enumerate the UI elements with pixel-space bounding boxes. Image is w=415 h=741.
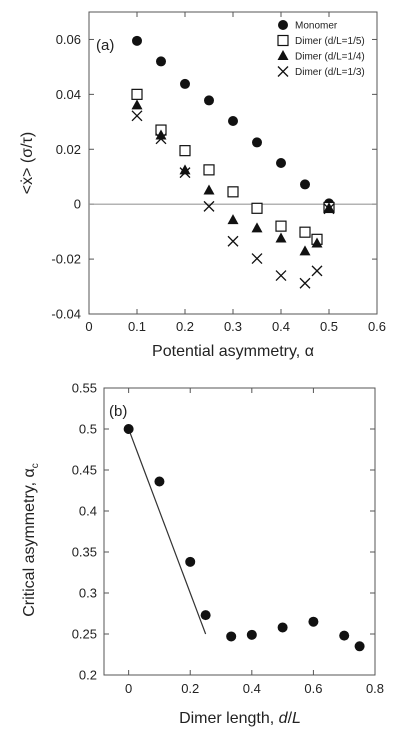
- plot-frame: [103, 387, 376, 676]
- data-point: [300, 179, 310, 190]
- y-axis-label: <ẋ> (σ/τ): [19, 132, 36, 194]
- y-tick-label: 0.55: [72, 381, 97, 396]
- data-point: [275, 270, 287, 282]
- x-axis-label-slash: /: [288, 710, 293, 727]
- y-tick-label: 0.4: [79, 504, 97, 519]
- data-point: [308, 616, 319, 627]
- legend-marker: [277, 66, 289, 77]
- data-point: [156, 56, 166, 67]
- x-tick-label: 0.5: [320, 319, 338, 334]
- x-tick-label: 0.8: [366, 681, 384, 696]
- data-point: [154, 476, 165, 487]
- panel-a: (a) Potential asymmetry, α <ẋ> (σ/τ) 0 0.…: [19, 11, 386, 360]
- x-tick-label: 0.4: [272, 319, 290, 334]
- data-point: [132, 35, 142, 46]
- data-point: [339, 630, 350, 641]
- x-tick-label: 0.2: [176, 319, 194, 334]
- legend: Monomer Dimer (d/L=1/5) Dimer (d/L=1/4) Dim…: [277, 20, 365, 78]
- x-axis-label-italic: d: [279, 710, 289, 727]
- y-tick-label: 0.2: [79, 668, 97, 683]
- data-point: [354, 641, 365, 652]
- x-tick-label: 0.1: [128, 319, 146, 334]
- data-point: [311, 237, 323, 248]
- panel-b: (b) Dimer length, d/L Critical asymmetry…: [21, 381, 384, 728]
- legend-marker: [277, 50, 289, 60]
- data-point: [226, 631, 237, 642]
- y-tick-label: 0: [74, 197, 81, 212]
- x-tick-label: 0: [85, 319, 92, 334]
- legend-marker: [278, 20, 288, 30]
- legend-entry: Dimer (d/L=1/3): [295, 67, 365, 78]
- data-point: [155, 129, 167, 140]
- y-tick-label: 0.06: [56, 32, 81, 47]
- data-point: [204, 95, 214, 106]
- y-axis-label-text: Critical asymmetry, α: [21, 468, 38, 617]
- data-point: [131, 99, 143, 110]
- data-point: [275, 232, 287, 243]
- data-point: [323, 203, 335, 215]
- data-point: [203, 164, 215, 176]
- legend-marker: [277, 34, 289, 47]
- x-axis-label: Potential asymmetry, α: [152, 343, 314, 360]
- x-axis-label-italic: L: [292, 710, 301, 727]
- data-point: [200, 610, 211, 621]
- y-tick-label: 0.04: [56, 87, 81, 102]
- x-axis-label-text: Dimer length,: [179, 710, 279, 727]
- y-tick-label: 0.25: [72, 627, 97, 642]
- data-point: [251, 222, 263, 233]
- x-tick-label: 0.6: [304, 681, 322, 696]
- data-point: [155, 133, 167, 145]
- data-point: [227, 235, 239, 247]
- data-point: [276, 158, 286, 168]
- x-tick-label: 0: [125, 681, 132, 696]
- x-tick-label: 0.3: [224, 319, 242, 334]
- data-point: [131, 88, 143, 100]
- data-point: [251, 253, 263, 265]
- y-tick-label: 0.3: [79, 586, 97, 601]
- data-point: [131, 110, 143, 122]
- y-axis-label: Critical asymmetry, αc: [21, 463, 41, 617]
- data-point: [228, 115, 238, 126]
- x-tick-label: 0.4: [243, 681, 261, 696]
- data-point: [179, 167, 191, 179]
- data-point: [203, 184, 215, 195]
- data-point: [323, 202, 335, 213]
- legend-entry: Monomer: [295, 21, 338, 32]
- y-tick-label: -0.02: [51, 252, 81, 267]
- data-point: [299, 245, 311, 256]
- y-tick-label: 0.45: [72, 463, 97, 478]
- data-point: [277, 622, 288, 633]
- fit-line: [128, 428, 207, 635]
- data-point: [275, 220, 287, 232]
- data-point: [299, 277, 311, 289]
- data-point: [246, 629, 257, 640]
- data-point: [252, 137, 262, 148]
- y-tick-label: -0.04: [51, 307, 81, 322]
- data-point: [180, 78, 190, 89]
- x-tick-label: 0.2: [181, 681, 199, 696]
- data-point: [227, 186, 239, 198]
- data-point: [185, 556, 196, 567]
- data-point: [123, 424, 134, 434]
- data-point: [203, 200, 215, 212]
- legend-entry: Dimer (d/L=1/4): [295, 52, 365, 63]
- y-tick-label: 0.35: [72, 545, 97, 560]
- legend-entry: Dimer (d/L=1/5): [295, 36, 365, 47]
- x-tick-label: 0.6: [368, 319, 386, 334]
- panel-label: (a): [96, 37, 114, 54]
- y-tick-label: 0.02: [56, 142, 81, 157]
- y-tick-label: 0.5: [79, 422, 97, 437]
- data-point: [299, 226, 311, 238]
- y-axis-label-subscript: c: [30, 463, 41, 468]
- data-point: [251, 202, 263, 214]
- data-point: [179, 164, 191, 175]
- data-point: [227, 214, 239, 225]
- data-point: [311, 265, 323, 277]
- panel-label: (b): [109, 403, 127, 420]
- x-axis-label: Dimer length, d/L: [179, 710, 301, 727]
- data-point: [179, 145, 191, 157]
